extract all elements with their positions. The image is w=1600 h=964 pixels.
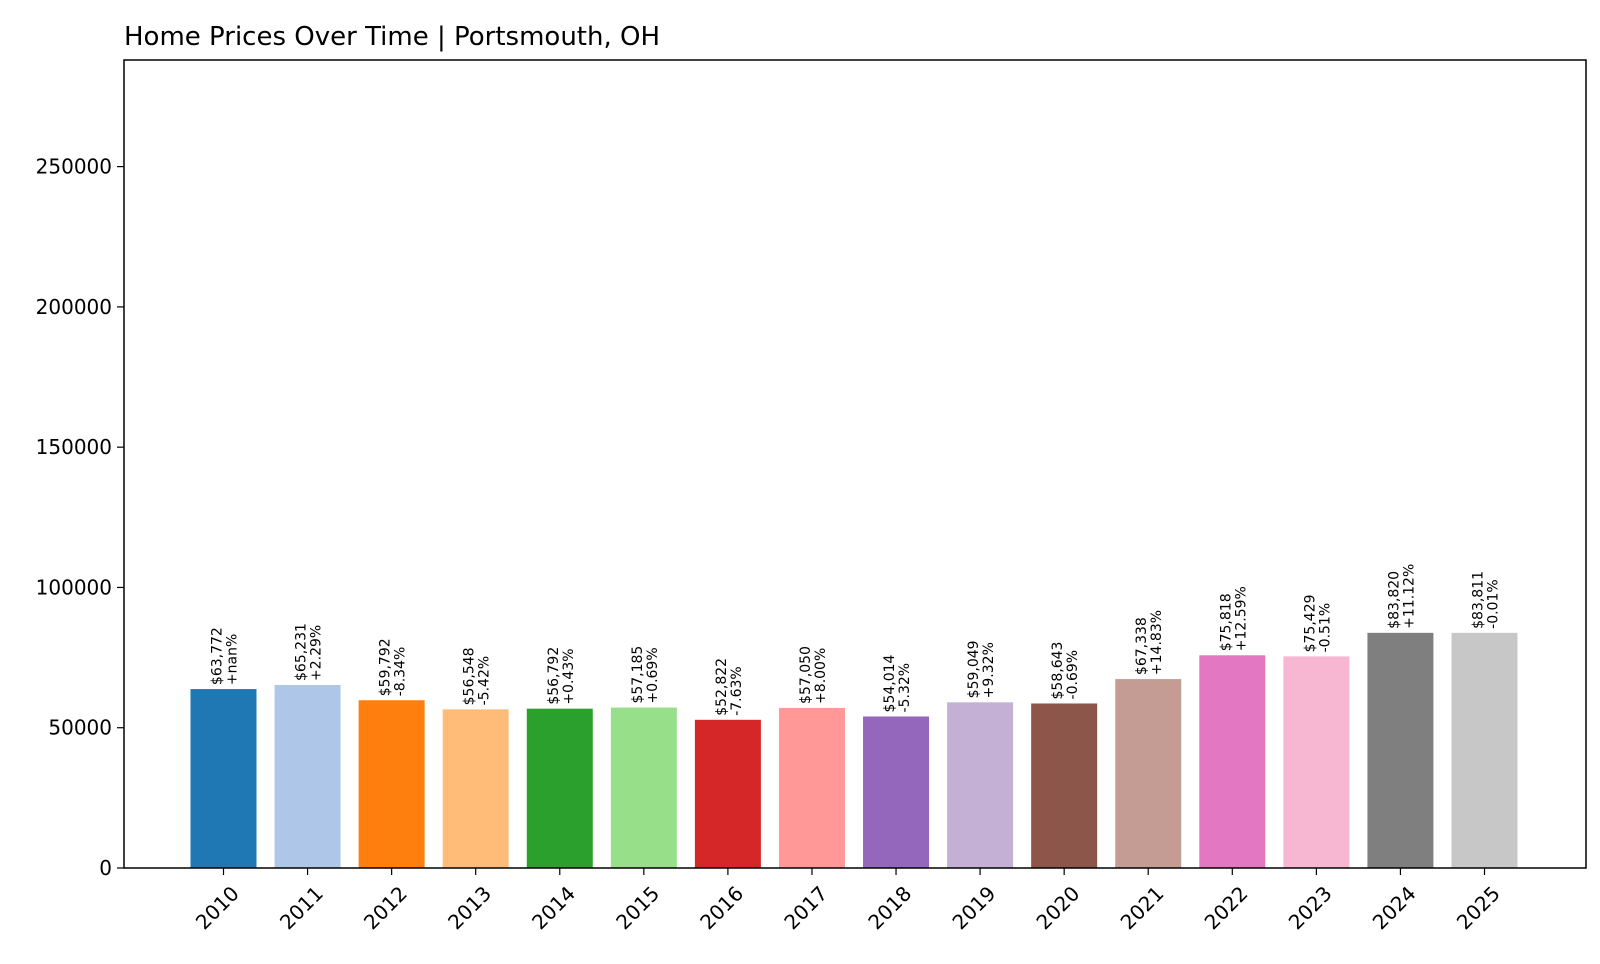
bar-value-label-2021: $67,338	[1134, 617, 1150, 675]
bar-change-label-2015: +0.69%	[645, 647, 661, 703]
x-tick-label-2015: 2015	[611, 881, 664, 934]
bar-label-2025: $83,811-0.01%	[1471, 571, 1502, 629]
bar-change-label-2019: +9.32%	[981, 642, 997, 698]
x-tick-label-2018: 2018	[863, 881, 916, 934]
y-tick-label-150000: 150000	[36, 435, 112, 459]
bar-label-2011: $65,231+2.29%	[294, 623, 325, 681]
bar-2015	[610, 707, 677, 868]
bar-2014	[526, 708, 593, 868]
bar-label-2014: $56,792+0.43%	[546, 647, 577, 705]
bar-value-label-2023: $75,429	[1302, 594, 1318, 652]
bar-label-2010: $63,772+nan%	[210, 627, 241, 685]
bar-label-2017: $57,050+8.00%	[798, 646, 829, 704]
bar-change-label-2023: -0.51%	[1317, 603, 1333, 653]
bar-value-label-2011: $65,231	[294, 623, 310, 681]
bar-change-label-2012: -8.34%	[393, 647, 409, 697]
x-tick-label-2014: 2014	[527, 881, 580, 934]
bar-2020	[1031, 703, 1098, 868]
bar-change-label-2022: +12.59%	[1233, 586, 1249, 651]
y-tick-label-200000: 200000	[36, 295, 112, 319]
x-tick-label-2010: 2010	[191, 881, 244, 934]
bar-label-2023: $75,429-0.51%	[1302, 594, 1333, 652]
bar-value-label-2025: $83,811	[1471, 571, 1487, 629]
x-tick-label-2021: 2021	[1116, 881, 1169, 934]
bar-change-label-2018: -5.32%	[897, 663, 913, 713]
bar-label-2015: $57,185+0.69%	[630, 646, 661, 704]
bar-2017	[778, 707, 845, 868]
bar-labels-layer: $63,772+nan% $65,231+2.29% $59,792-8.34% $5…	[210, 564, 1502, 716]
bar-change-label-2010: +nan%	[225, 634, 241, 685]
bar-label-2018: $54,014-5.32%	[882, 654, 913, 712]
bar-2021	[1115, 679, 1182, 868]
bar-label-2022: $75,818+12.59%	[1218, 586, 1249, 651]
x-tick-label-2013: 2013	[443, 881, 496, 934]
bar-label-2020: $58,643-0.69%	[1050, 642, 1081, 700]
bar-label-2019: $59,049+9.32%	[966, 640, 997, 698]
x-tick-label-2019: 2019	[947, 881, 1000, 934]
x-tick-label-2025: 2025	[1452, 881, 1505, 934]
bar-2025	[1451, 632, 1518, 868]
bar-change-label-2025: -0.01%	[1486, 579, 1502, 629]
bar-change-label-2014: +0.43%	[561, 648, 577, 704]
bar-2022	[1199, 655, 1266, 868]
bar-change-label-2016: -7.63%	[729, 666, 745, 716]
bar-value-label-2017: $57,050	[798, 646, 814, 704]
y-tick-label-250000: 250000	[36, 155, 112, 179]
y-tick-label-100000: 100000	[36, 575, 112, 599]
bar-change-label-2017: +8.00%	[813, 648, 829, 704]
bar-2012	[358, 700, 425, 868]
bar-change-label-2013: -5.42%	[477, 656, 493, 706]
bar-2011	[274, 684, 341, 868]
bar-label-2012: $59,792-8.34%	[378, 638, 409, 696]
plot-area-frame	[123, 59, 1587, 869]
y-tick-label-0: 0	[99, 856, 112, 880]
bar-change-label-2011: +2.29%	[309, 625, 325, 681]
bar-label-2013: $56,548-5.42%	[462, 647, 493, 705]
bar-2016	[694, 719, 761, 868]
bar-value-label-2013: $56,548	[462, 647, 478, 705]
bar-value-label-2019: $59,049	[966, 640, 982, 698]
x-tick-label-2023: 2023	[1284, 881, 1337, 934]
x-tick-label-2024: 2024	[1368, 881, 1421, 934]
bar-value-label-2015: $57,185	[630, 646, 646, 704]
x-tick-label-2020: 2020	[1031, 881, 1084, 934]
x-tick-label-2017: 2017	[779, 881, 832, 934]
bar-value-label-2010: $63,772	[210, 627, 226, 685]
bar-2018	[863, 716, 930, 868]
bar-2013	[442, 709, 509, 868]
x-tick-label-2016: 2016	[695, 881, 748, 934]
bars-layer	[190, 632, 1518, 868]
bar-value-label-2018: $54,014	[882, 654, 898, 712]
bar-value-label-2024: $83,820	[1386, 571, 1402, 629]
bar-change-label-2021: +14.83%	[1149, 610, 1165, 675]
bar-2024	[1367, 632, 1434, 868]
x-tick-label-2022: 2022	[1200, 881, 1253, 934]
bar-value-label-2016: $52,822	[714, 658, 730, 716]
x-tick-label-2011: 2011	[275, 881, 328, 934]
bar-label-2021: $67,338+14.83%	[1134, 610, 1165, 675]
x-tick-label-2012: 2012	[359, 881, 412, 934]
bar-value-label-2012: $59,792	[378, 638, 394, 696]
bar-change-label-2024: +11.12%	[1401, 564, 1417, 629]
bar-2019	[947, 702, 1014, 868]
chart-title: Home Prices Over Time | Portsmouth, OH	[124, 22, 660, 52]
y-tick-label-50000: 50000	[48, 716, 112, 740]
bar-label-2016: $52,822-7.63%	[714, 658, 745, 716]
bar-2010	[190, 689, 257, 868]
bar-value-label-2022: $75,818	[1218, 593, 1234, 651]
bar-label-2024: $83,820+11.12%	[1386, 564, 1417, 629]
bar-value-label-2020: $58,643	[1050, 642, 1066, 700]
bar-value-label-2014: $56,792	[546, 647, 562, 705]
bar-2023	[1283, 656, 1350, 868]
bar-change-label-2020: -0.69%	[1065, 650, 1081, 700]
